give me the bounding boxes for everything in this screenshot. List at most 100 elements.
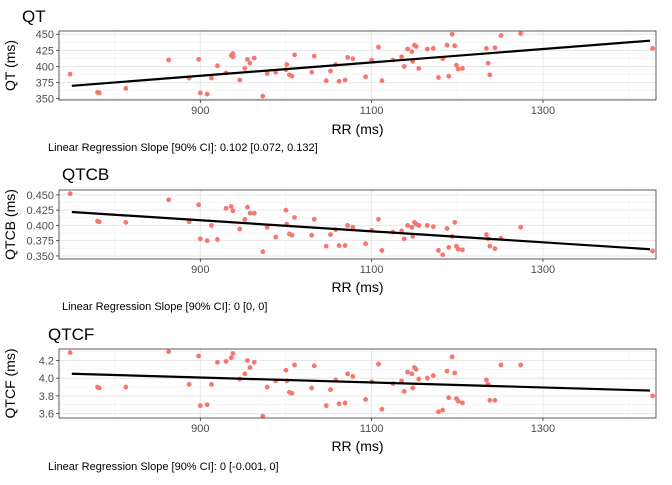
qtcf-y-tick-label: 4.0 [39,373,54,385]
qtcf-data-point [309,385,315,391]
qtcb-data-point [328,232,333,237]
qtcb-plot-border [58,189,657,260]
qtcf-data-point [123,384,129,390]
qtcf-data-point [460,400,465,406]
qt-data-point [449,31,455,37]
qtcb-data-point [251,210,257,216]
qtcf-data-point [260,413,266,419]
qt-y-tick-label: 400 [36,61,54,73]
qtcf-data-point [166,349,172,355]
qtcf-regression-line [71,372,651,392]
qt-data-point [345,55,351,60]
qt-data-point [197,90,203,96]
qtcf-data-point [196,353,202,359]
qtcb-y-axis-title: QTCB (ms) [2,189,18,260]
qtcb-x-tick-label: 1300 [531,264,555,276]
qt-data-point [436,75,441,80]
qt-data-point [518,31,524,36]
qtcb-data-point [230,208,236,214]
qtcf-data-point [245,358,250,363]
qtcb-data-point [436,248,441,253]
qtcf-data-point [67,350,73,355]
qtcb-data-point [237,226,243,232]
qt-data-point [209,75,214,81]
qt-data-point [323,78,329,84]
qt-data-point [251,55,257,61]
qt-data-point [96,90,102,96]
qt-title: QT [22,7,46,26]
qtcb-y-tick-label: 0.450 [26,190,54,202]
qtcb-data-point [215,237,220,242]
qt-data-point [424,46,430,52]
qtcb-data-point [289,232,295,238]
qt-data-point [260,93,266,99]
qtcf-data-point [350,374,356,379]
qtcf-data-point [487,397,493,403]
qtcb-caption: Linear Regression Slope [90% CI]: 0 [0, … [62,301,267,313]
qtcf-data-point [424,375,430,381]
qt-x-axis-title: RR (ms) [331,121,383,137]
qtcf-data-point [96,385,102,391]
qtcb-data-point [309,232,315,238]
qt-data-point [430,46,436,51]
qtcf-data-point [336,401,342,407]
qtcf-data-point [228,355,234,361]
qt-data-point [485,60,491,66]
qtcb-data-point [196,202,202,208]
qtcf-data-point [323,403,329,409]
qtcb-data-point [273,234,279,240]
qtcb-data-point [518,224,524,230]
qt-data-point [350,56,356,62]
qtcb-data-point [460,247,465,253]
qtcb-data-point [401,236,407,242]
qt-data-point [460,66,465,71]
qtcf-data-point [242,371,248,377]
qtcb-data-point [342,243,348,248]
qtcb-y-tick-label: 0.375 [26,236,54,248]
qt-data-point [284,62,290,67]
qt-data-point [237,77,243,83]
qtcf-data-point [379,406,385,412]
qtcf-data-point [416,376,422,382]
qt-y-tick-label: 375 [36,78,54,90]
qtcb-data-point [345,223,351,228]
qtcb-data-point [264,224,270,230]
qtcf-data-point [283,367,289,373]
qt-x-tick-label: 1300 [531,105,555,117]
qtcb-data-point [430,224,436,230]
qtcb-data-point [166,197,172,203]
qtcb-data-point [96,219,102,225]
qtcf-y-axis-title: QTCF (ms) [2,349,18,419]
qtcb-data-point [363,241,369,247]
qtcf-y-tick-label: 4.2 [39,356,54,368]
qtcb-data-point [245,204,250,210]
qt-data-point [487,72,493,78]
qtcb-data-point [492,246,498,252]
qtcb-data-point [204,238,210,244]
qt-data-point [405,46,411,52]
qtcb-data-point [484,232,489,237]
qtcf-data-point [449,354,455,360]
qt-regression-line [71,39,651,87]
qtcb-x-tick-label: 900 [191,264,209,276]
qtcf-data-point [446,395,452,401]
qtcf-data-point [204,402,210,408]
qtcf-x-axis-title: RR (ms) [331,438,383,454]
qtcf-data-point [197,403,203,409]
qt-data-point [215,63,220,69]
qtcf-data-point [251,359,257,365]
qt-data-point [311,53,317,59]
qt-data-point [413,44,419,49]
qt-data-point [444,42,450,48]
qtcb-plot-background [59,190,656,259]
qtcf-panel: 900 1100 1300 3.6 3.8 4.0 4.2 QTCF RR (ms) QTCF (… [2,325,657,473]
qtcb-data-point [405,223,411,228]
qtcf-data-point [345,371,351,377]
qtcf-data-point [186,381,192,387]
qtcb-data-point [260,249,266,255]
qtcb-y-tick-label: 0.350 [26,251,54,263]
qtcf-data-point [342,400,348,406]
qt-panel: 900 1100 1300 350 375 400 425 450 QT RR (ms) QT (m… [2,7,657,154]
qtcf-data-point [292,362,297,368]
